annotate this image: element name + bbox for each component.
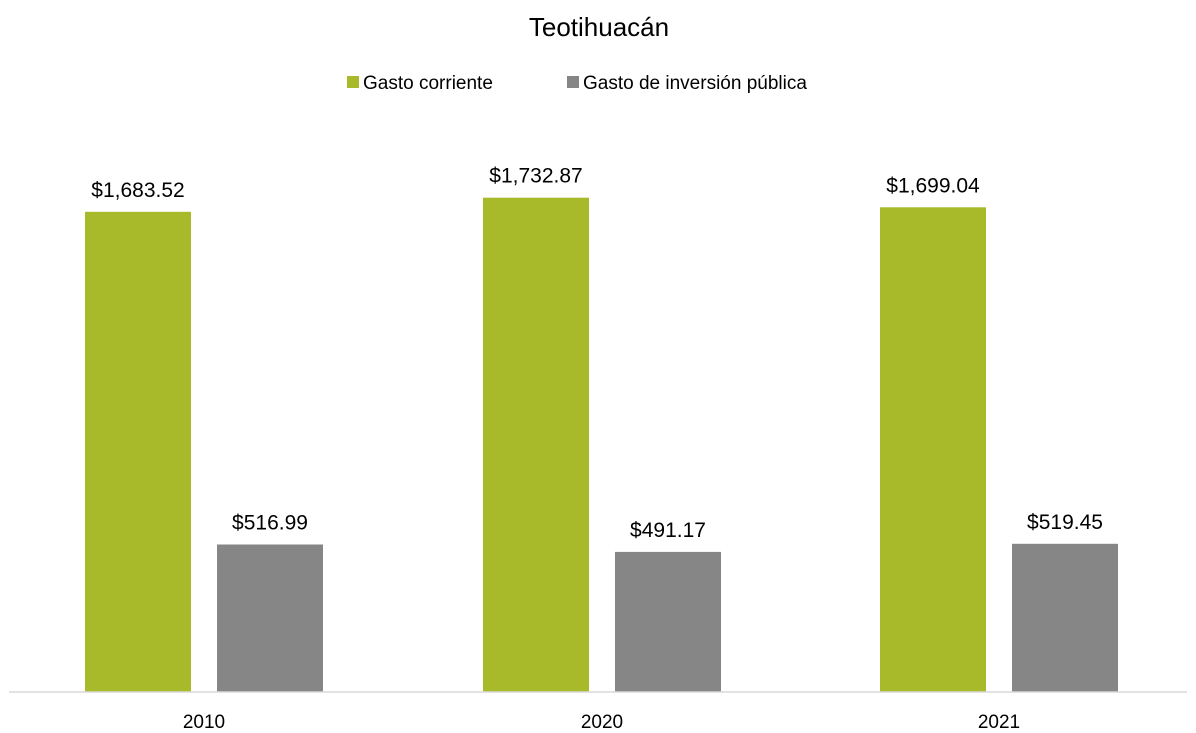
data-label-gasto-inversion-2021: $519.45	[1027, 511, 1103, 534]
legend-swatch-gasto-corriente	[347, 76, 359, 88]
bar-gasto-inversion-2010	[217, 544, 323, 692]
x-tick-label-2020: 2020	[581, 712, 623, 733]
bars	[85, 197, 1118, 693]
x-tick-label-2010: 2010	[183, 712, 225, 733]
bar-gasto-corriente-2020	[483, 197, 589, 692]
data-label-gasto-corriente-2021: $1,699.04	[886, 174, 980, 197]
bar-gasto-corriente-2021	[880, 207, 986, 693]
data-label-gasto-inversion-2020: $491.17	[630, 519, 706, 542]
legend-label-gasto-inversion: Gasto de inversión pública	[583, 73, 807, 94]
x-axis-ticks: 2010 2020 2021	[183, 712, 1020, 733]
legend-swatch-gasto-inversion	[567, 76, 579, 88]
data-labels: $1,683.52 $516.99 $1,732.87 $491.17 $1,699.0…	[91, 165, 1103, 542]
data-label-gasto-inversion-2010: $516.99	[232, 512, 308, 535]
bar-gasto-inversion-2020	[615, 551, 721, 692]
bar-gasto-corriente-2010	[85, 211, 191, 693]
data-label-gasto-corriente-2010: $1,683.52	[91, 179, 184, 202]
chart-title: Teotihuacán	[529, 12, 669, 42]
legend: Gasto corriente Gasto de inversión públi…	[347, 73, 807, 94]
legend-label-gasto-corriente: Gasto corriente	[363, 73, 493, 94]
data-label-gasto-corriente-2020: $1,732.87	[489, 165, 582, 188]
bar-gasto-inversion-2021	[1012, 543, 1118, 692]
x-tick-label-2021: 2021	[978, 712, 1020, 733]
